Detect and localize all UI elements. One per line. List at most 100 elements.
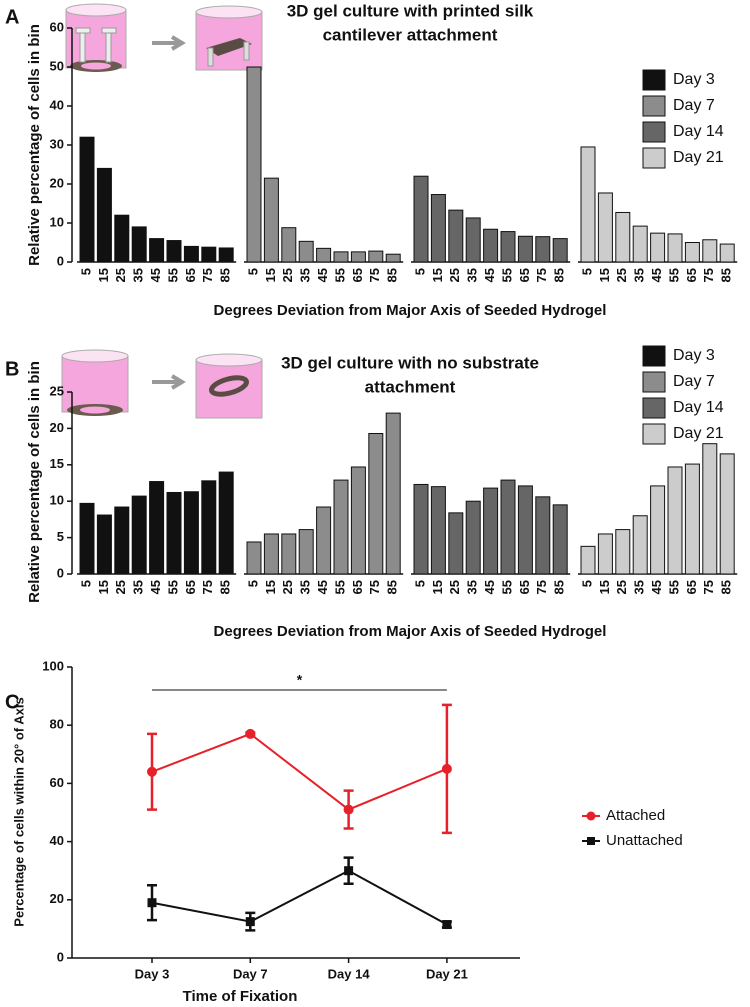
y-axis-label: Percentage of cells within 20° of Axis [11, 697, 26, 926]
x-tick-label: 75 [200, 268, 215, 282]
point [147, 898, 157, 908]
bar [385, 253, 401, 263]
chart-title: cantilever attachment [323, 25, 498, 44]
y-tick-label: 40 [50, 833, 64, 848]
bar [552, 504, 568, 575]
x-tick-label: 15 [430, 268, 445, 282]
y-axis-label: Relative percentage of cells in bin [26, 361, 43, 603]
bar [597, 192, 613, 263]
legend-swatch [642, 121, 666, 143]
x-tick-label: 45 [148, 580, 163, 594]
bar [650, 232, 666, 263]
bar [131, 226, 147, 263]
x-tick-label: 75 [534, 580, 549, 594]
x-tick-label: 85 [719, 580, 734, 594]
bar [517, 485, 533, 575]
bar [263, 533, 279, 575]
x-tick-label: 85 [218, 580, 233, 594]
x-tick-label: 65 [350, 580, 365, 594]
bar [79, 136, 95, 263]
x-tick-label: 5 [412, 268, 427, 275]
bar [218, 247, 234, 263]
y-tick-label: 20 [50, 891, 64, 906]
bar [263, 177, 279, 263]
chart-title: 3D gel culture with printed silk [287, 1, 534, 20]
x-tick-label: 75 [534, 268, 549, 282]
x-tick-label: 65 [684, 268, 699, 282]
y-tick-label: 0 [57, 949, 64, 964]
bar [298, 240, 314, 263]
bar [246, 66, 262, 263]
legend-label: Day 14 [673, 123, 724, 140]
legend-swatch [642, 95, 666, 117]
icon-unattached [61, 349, 129, 416]
chart-title: 3D gel culture with no substrate [281, 353, 539, 372]
x-tick-label: Day 21 [426, 966, 468, 981]
bar [430, 486, 446, 575]
bar [131, 495, 147, 575]
x-tick-label: 35 [298, 580, 313, 594]
bar [368, 432, 384, 575]
bar [79, 502, 95, 575]
x-tick-label: 35 [131, 580, 146, 594]
x-tick-label: 75 [200, 580, 215, 594]
bar [500, 231, 516, 263]
x-tick-label: 15 [263, 268, 278, 282]
series-line [151, 869, 448, 926]
bar [149, 481, 165, 575]
legend-swatch [642, 371, 666, 393]
x-tick-label: 5 [245, 268, 260, 275]
bar [246, 541, 262, 575]
legend-label: Unattached [606, 832, 683, 849]
x-tick-label: 65 [684, 580, 699, 594]
legend-marker [587, 837, 595, 845]
x-tick-label: 45 [315, 580, 330, 594]
x-tick-label: 35 [465, 580, 480, 594]
x-axis-label: Degrees Deviation from Major Axis of See… [214, 302, 607, 319]
bar [535, 236, 551, 263]
x-tick-label: 5 [412, 580, 427, 587]
x-tick-label: 45 [148, 268, 163, 282]
bar [465, 217, 481, 263]
x-tick-label: 35 [131, 268, 146, 282]
legend-swatch [642, 69, 666, 91]
panel-label: A [5, 6, 19, 28]
legend-marker [586, 811, 596, 821]
x-tick-label: 65 [517, 268, 532, 282]
panel-label: B [5, 358, 19, 380]
x-tick-label: 55 [666, 268, 681, 282]
x-tick-label: 45 [649, 268, 664, 282]
y-tick-label: 15 [50, 456, 64, 471]
x-tick-label: 85 [385, 268, 400, 282]
bar [500, 479, 516, 575]
arrow [152, 35, 186, 51]
legend-swatch [642, 345, 666, 367]
icon-floating [195, 353, 263, 419]
point [344, 866, 354, 876]
point [441, 763, 452, 774]
x-axis-label: Degrees Deviation from Major Axis of See… [214, 623, 607, 640]
y-tick-label: 10 [50, 493, 64, 508]
x-tick-label: 35 [465, 268, 480, 282]
legend-swatch [642, 147, 666, 169]
significance-label: * [297, 672, 303, 688]
legend-label: Day 7 [673, 97, 715, 114]
bar [350, 466, 366, 575]
x-tick-label: 15 [263, 580, 278, 594]
x-tick-label: 65 [183, 268, 198, 282]
legend-label: Day 3 [673, 347, 715, 364]
bar [667, 466, 683, 575]
point [442, 920, 452, 930]
x-tick-label: 65 [183, 580, 198, 594]
bar [316, 247, 332, 263]
bar [413, 175, 429, 263]
x-tick-label: Day 7 [233, 966, 268, 981]
bar [350, 251, 366, 263]
bar [114, 506, 130, 575]
bar [580, 146, 596, 263]
bar [183, 491, 199, 575]
bar [615, 211, 631, 263]
x-tick-label: Day 3 [135, 966, 170, 981]
x-tick-label: 85 [218, 268, 233, 282]
x-tick-label: 85 [385, 580, 400, 594]
